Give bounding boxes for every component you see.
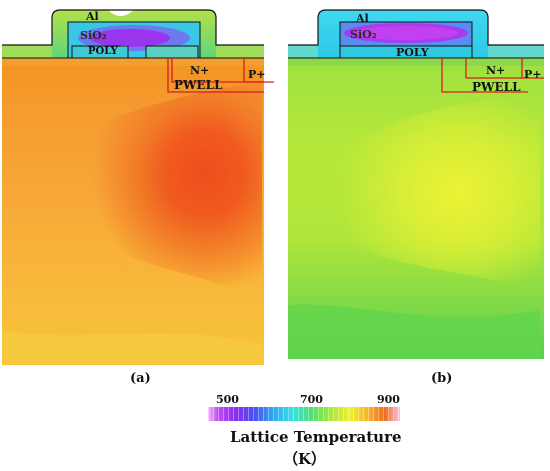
panel-a-pwell-label: PWELL bbox=[174, 78, 223, 92]
hot-spot-region bbox=[320, 95, 540, 290]
panel-b-nplus-label: N+ bbox=[486, 64, 506, 77]
panel-b-poly-label: POLY bbox=[396, 46, 429, 59]
panel-a-al-label: Al bbox=[86, 10, 99, 23]
panel-b-sio2-label: SiO₂ bbox=[350, 28, 377, 41]
panel-b-al-label: Al bbox=[356, 12, 369, 25]
n-plus-junction bbox=[465, 58, 544, 79]
panel-a-nplus-label: N+ bbox=[190, 64, 210, 77]
colorbar-unit: （K） bbox=[283, 450, 327, 468]
panel-b-pplus-label: P+ bbox=[524, 68, 542, 81]
panel-a-pplus-label: P+ bbox=[248, 68, 266, 81]
panel-a-label: (a) bbox=[130, 371, 151, 386]
hot-spot-region bbox=[57, 82, 262, 300]
poly-gate-right bbox=[145, 45, 199, 59]
panel-b-label: (b) bbox=[431, 371, 453, 386]
colorbar bbox=[208, 407, 400, 421]
colorbar-tick-min: 500 bbox=[216, 393, 239, 406]
colorbar-tick-mid: 700 bbox=[300, 393, 323, 406]
n-plus-junction bbox=[171, 58, 264, 83]
panel-b-pwell-label: PWELL bbox=[472, 80, 521, 94]
pwell-junction bbox=[167, 58, 264, 93]
colorbar-title: Lattice Temperature bbox=[230, 428, 402, 446]
panel-b-thermal-map bbox=[288, 9, 544, 359]
colorbar-tick-max: 900 bbox=[377, 393, 400, 406]
panel-a-poly-label: POLY bbox=[88, 46, 118, 57]
panel-a-sio2-label: SiO₂ bbox=[80, 29, 107, 42]
panel-a-thermal-map bbox=[2, 9, 274, 365]
pwell-junction bbox=[441, 58, 528, 93]
